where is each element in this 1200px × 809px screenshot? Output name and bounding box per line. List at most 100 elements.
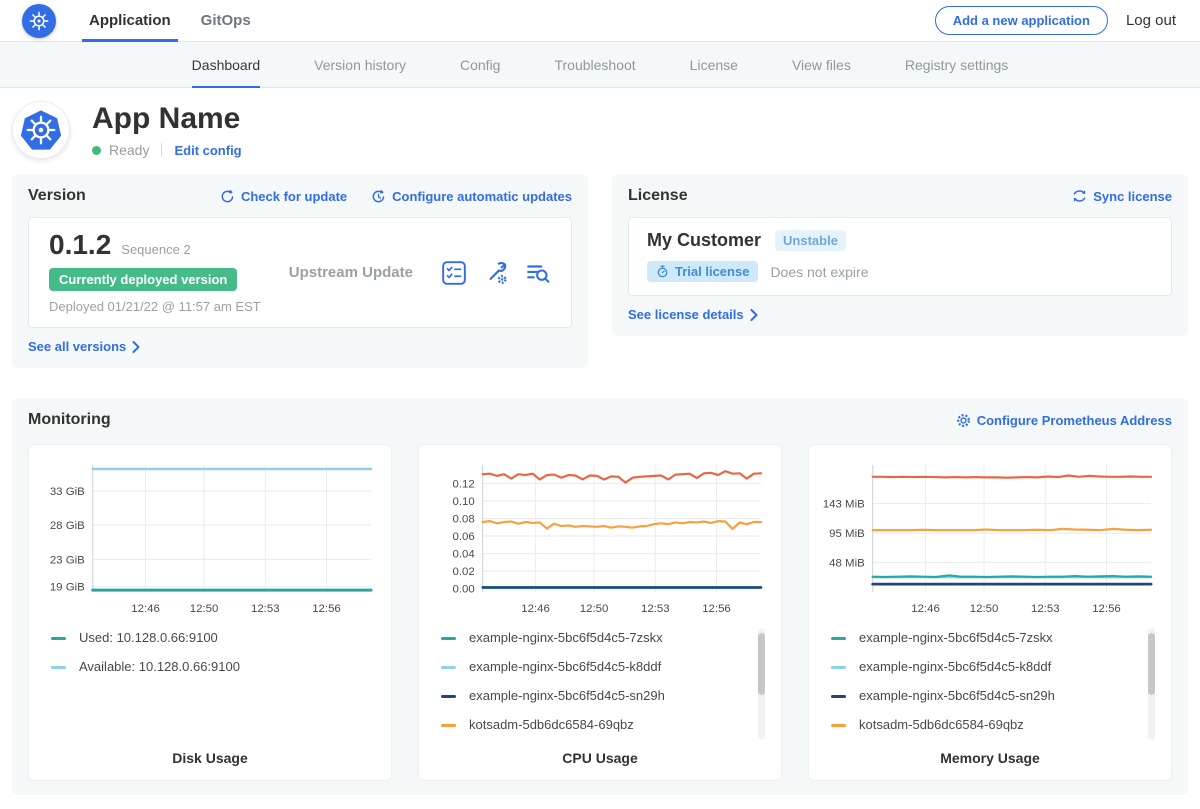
chevron-right-icon — [750, 308, 758, 321]
chart-title: Memory Usage — [940, 750, 1040, 767]
svg-text:12:50: 12:50 — [970, 603, 999, 615]
license-card: License Sync license My Cust — [612, 174, 1188, 336]
add-application-button[interactable]: Add a new application — [934, 6, 1108, 35]
license-card-title: License — [628, 187, 688, 204]
cpu-usage-chart: 12:46 12:50 12:53 12:56 0.12 0.10 0.08 0.06 0.04… — [418, 444, 782, 782]
chart-legend: example-nginx-5bc6f5d4c5-7zskx example-ng… — [441, 628, 765, 748]
legend-label: kotsadm-5db6dc6584-69qbz — [469, 717, 634, 733]
svg-text:0.06: 0.06 — [453, 531, 475, 543]
legend-item: example-nginx-5bc6f5d4c5-k8ddf — [831, 659, 1155, 675]
legend-swatch — [441, 636, 456, 640]
memory-usage-chart: 12:46 12:50 12:53 12:56 143 MiB 95 MiB 48 MiB … — [808, 444, 1172, 782]
kubernetes-app-icon — [20, 110, 62, 150]
chart-plot: 12:46 12:50 12:53 12:56 33 GiB 28 GiB 23 GiB 19… — [41, 457, 379, 618]
auto-update-clock-icon — [372, 189, 385, 202]
tab-config[interactable]: Config — [460, 57, 501, 73]
see-license-details-link[interactable]: See license details — [628, 307, 759, 322]
legend-item: example-nginx-5bc6f5d4c5-7zskx — [831, 630, 1155, 646]
legend-label: kotsadm-5db6dc6584-69qbz — [859, 717, 1024, 733]
status-text: Ready — [109, 142, 150, 158]
svg-text:0.08: 0.08 — [453, 513, 475, 525]
top-nav-tabs: Application GitOps — [74, 0, 266, 42]
legend-scrollbar-thumb[interactable] — [1148, 633, 1155, 696]
kubernetes-logo[interactable] — [22, 3, 56, 38]
edit-config-link[interactable]: Edit config — [174, 142, 242, 158]
svg-text:12:46: 12:46 — [131, 603, 160, 615]
legend-swatch — [831, 694, 846, 698]
app-status-row: Ready Edit config — [92, 142, 242, 158]
tab-gitops[interactable]: GitOps — [200, 12, 251, 29]
svg-text:19 GiB: 19 GiB — [50, 582, 85, 594]
tab-license[interactable]: License — [689, 57, 738, 73]
svg-text:143 MiB: 143 MiB — [823, 498, 865, 510]
svg-text:95 MiB: 95 MiB — [829, 528, 865, 540]
svg-text:0.10: 0.10 — [453, 496, 475, 508]
configure-prometheus-link[interactable]: Configure Prometheus Address — [956, 413, 1172, 428]
svg-text:12:50: 12:50 — [580, 603, 609, 615]
chart-title: CPU Usage — [562, 750, 638, 767]
version-card: Version Check for update — [12, 174, 588, 368]
disk-usage-chart: 12:46 12:50 12:53 12:56 33 GiB 28 GiB 23 GiB 19… — [28, 444, 392, 782]
status-dot — [92, 145, 101, 155]
tab-version-history[interactable]: Version history — [314, 57, 406, 73]
divider — [161, 143, 163, 157]
svg-text:12:56: 12:56 — [702, 603, 731, 615]
app-logo — [12, 101, 70, 159]
top-nav: Application GitOps Add a new application… — [0, 0, 1200, 42]
svg-text:12:53: 12:53 — [251, 603, 280, 615]
configure-automatic-updates-link[interactable]: Configure automatic updates — [371, 189, 572, 204]
legend-scrollbar[interactable] — [1148, 628, 1155, 741]
monitoring-title: Monitoring — [28, 411, 111, 428]
helm-wheel-icon — [29, 11, 49, 30]
sync-icon — [1073, 190, 1086, 202]
legend-swatch — [441, 723, 456, 727]
svg-text:12:46: 12:46 — [911, 603, 940, 615]
chart-canvas: 12:46 12:50 12:53 12:56 33 GiB 28 GiB 23 GiB 19… — [50, 464, 373, 615]
version-sequence: Sequence 2 — [121, 242, 191, 257]
see-all-versions-link[interactable]: See all versions — [28, 339, 141, 354]
legend-item: example-nginx-5bc6f5d4c5-k8ddf — [441, 659, 765, 675]
legend-label: example-nginx-5bc6f5d4c5-7zskx — [469, 630, 663, 646]
license-panel: My Customer Unstable Trial license Does … — [628, 217, 1172, 296]
svg-text:12:46: 12:46 — [521, 603, 550, 615]
chart-canvas: 12:46 12:50 12:53 12:56 143 MiB 95 MiB 48 MiB — [823, 464, 1153, 615]
svg-text:23 GiB: 23 GiB — [50, 554, 85, 566]
legend-swatch — [831, 636, 846, 640]
tab-registry-settings[interactable]: Registry settings — [904, 57, 1009, 73]
legend-item: example-nginx-5bc6f5d4c5-sn29h — [441, 688, 765, 704]
edit-config-wrench-icon[interactable] — [483, 260, 509, 286]
version-number: 0.1.2 — [49, 229, 112, 260]
page-title: App Name — [92, 102, 241, 135]
check-for-update-link[interactable]: Check for update — [220, 189, 347, 204]
license-type-badge: Trial license — [647, 261, 759, 282]
deployed-badge: Currently deployed version — [49, 268, 238, 291]
legend-label: example-nginx-5bc6f5d4c5-sn29h — [469, 688, 665, 704]
log-out-link[interactable]: Log out — [1125, 12, 1176, 29]
preflight-checks-icon[interactable] — [441, 260, 467, 286]
legend-scrollbar-thumb[interactable] — [758, 633, 765, 696]
legend-label: example-nginx-5bc6f5d4c5-7zskx — [859, 630, 1053, 646]
legend-label: Available: 10.128.0.66:9100 — [79, 659, 240, 675]
gear-icon — [956, 413, 970, 427]
legend-item: Available: 10.128.0.66:9100 — [51, 659, 375, 675]
tab-application[interactable]: Application — [74, 0, 186, 42]
deployed-timestamp: Deployed 01/21/22 @ 11:57 am EST — [49, 299, 261, 314]
chart-plot: 12:46 12:50 12:53 12:56 143 MiB 95 MiB 48 MiB — [821, 457, 1159, 618]
app-sub-nav: Dashboard Version history Config Trouble… — [0, 42, 1200, 88]
legend-scrollbar[interactable] — [758, 628, 765, 741]
channel-badge: Unstable — [775, 230, 846, 251]
chevron-right-icon — [132, 340, 140, 353]
svg-text:12:56: 12:56 — [312, 603, 341, 615]
legend-item: kotsadm-5db6dc6584-69qbz — [441, 717, 765, 733]
chart-legend: Used: 10.128.0.66:9100 Available: 10.128.… — [51, 630, 375, 748]
tab-dashboard[interactable]: Dashboard — [191, 42, 260, 88]
view-logs-search-icon[interactable] — [525, 260, 551, 286]
svg-text:12:50: 12:50 — [190, 603, 219, 615]
legend-swatch — [831, 723, 846, 727]
tab-troubleshoot[interactable]: Troubleshoot — [554, 57, 636, 73]
svg-text:0.02: 0.02 — [453, 566, 475, 578]
tab-view-files[interactable]: View files — [791, 57, 851, 73]
legend-swatch — [831, 665, 846, 669]
sync-license-link[interactable]: Sync license — [1072, 189, 1172, 204]
dashboard-main: Version Check for update — [0, 174, 1200, 809]
